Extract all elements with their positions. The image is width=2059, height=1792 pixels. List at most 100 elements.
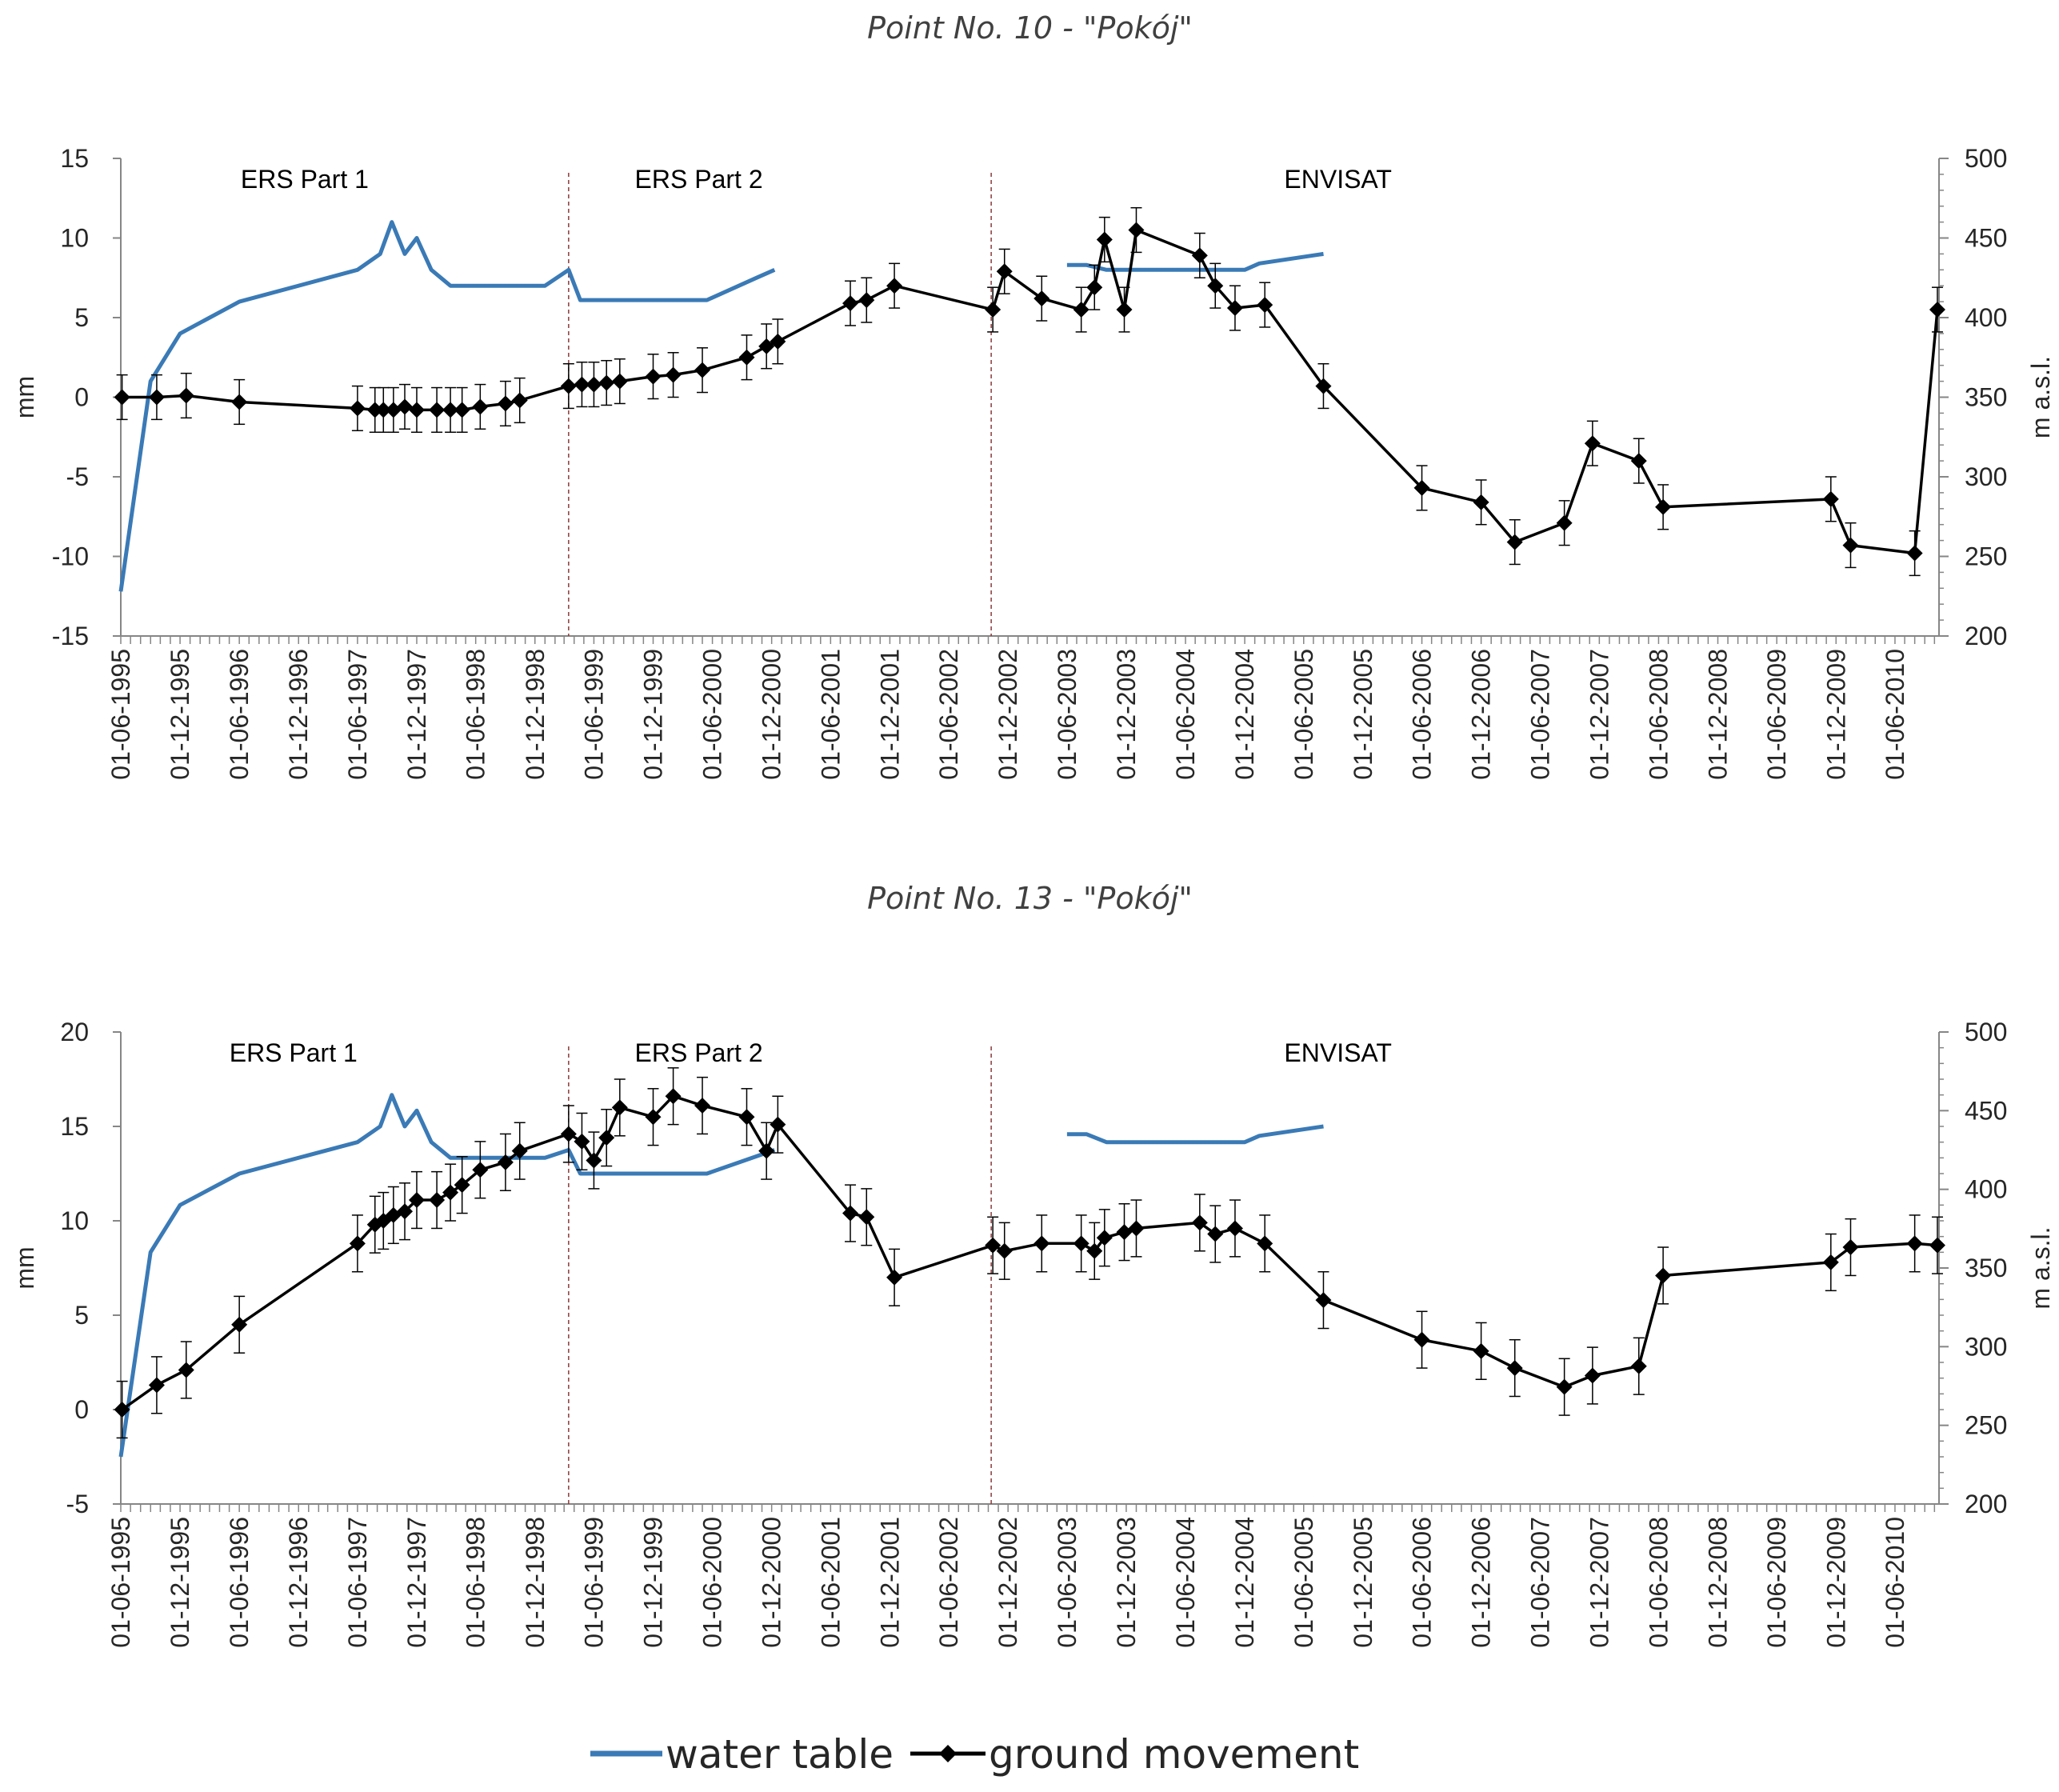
x-tick-label: 01-06-1995 (106, 1517, 135, 1648)
x-tick-label: 01-12-1995 (166, 1517, 194, 1648)
x-tick-label: 01-06-2009 (1762, 1517, 1791, 1648)
chart-title: Point No. 10 - "Pokój" (867, 10, 1193, 46)
period-label: ERS Part 2 (635, 165, 763, 194)
ground-movement-point (1086, 1242, 1103, 1259)
ground-movement-point (1655, 498, 1672, 515)
x-tick-label: 01-06-1996 (225, 1517, 254, 1648)
ground-movement-point (1315, 378, 1332, 394)
ground-movement-point (1073, 302, 1089, 318)
ground-movement-point (1073, 1235, 1089, 1252)
x-tick-label: 01-06-2003 (1053, 649, 1081, 780)
y-axis-title-right: m a.s.l. (2026, 1226, 2055, 1309)
ground-movement-point (645, 1109, 662, 1126)
x-tick-label: 01-06-2002 (934, 1517, 963, 1648)
ground-movement-point (1842, 1239, 1859, 1256)
ground-movement-point (1506, 534, 1523, 550)
ground-movement-point (349, 400, 366, 417)
y-tick-label-right: 350 (1965, 1254, 2007, 1282)
x-tick-label: 01-12-2007 (1585, 649, 1613, 780)
ground-movement-point (1226, 1220, 1243, 1237)
y-tick-label-left: 5 (74, 303, 89, 332)
x-tick-label: 01-12-2007 (1585, 1517, 1613, 1648)
ground-movement-point (996, 1242, 1013, 1259)
y-axis-title-left: mm (10, 376, 39, 418)
ground-movement-point (375, 402, 392, 418)
ground-movement-point (1116, 1224, 1133, 1241)
ground-movement-point (586, 1152, 602, 1169)
ground-movement-point (738, 349, 755, 366)
y-axis-title-left: mm (10, 1246, 39, 1289)
ground-movement-point (665, 1088, 682, 1105)
ground-movement-line (121, 1094, 1938, 1411)
ground-movement-point (349, 1235, 366, 1252)
period-label: ERS Part 1 (241, 165, 369, 194)
y-tick-label-left: 10 (60, 1206, 89, 1235)
x-tick-label: 01-06-2006 (1408, 649, 1437, 780)
x-tick-label: 01-06-2003 (1053, 1517, 1081, 1648)
period-label: ERS Part 2 (635, 1038, 763, 1067)
ground-movement-point (694, 1098, 711, 1114)
x-tick-label: 01-12-2006 (1467, 1517, 1496, 1648)
y-tick-label-left: 20 (60, 1018, 89, 1046)
x-tick-label: 01-06-2000 (698, 1517, 727, 1648)
x-tick-label: 01-06-2008 (1644, 1517, 1673, 1648)
ground-movement-point (574, 1133, 590, 1150)
y-tick-label-right: 200 (1965, 622, 2007, 650)
x-tick-label: 01-12-2004 (1230, 1517, 1259, 1648)
x-tick-label: 01-06-2001 (816, 1517, 845, 1648)
y-tick-label-right: 200 (1965, 1490, 2007, 1518)
y-tick-label-right: 250 (1965, 1411, 2007, 1440)
ground-movement-point (1257, 1235, 1273, 1252)
legend-ground-movement-marker (939, 1745, 957, 1762)
x-tick-label: 01-06-2009 (1762, 649, 1791, 780)
x-tick-label: 01-06-2005 (1289, 1517, 1318, 1648)
ground-movement-point (586, 376, 602, 393)
x-tick-label: 01-06-1997 (343, 649, 372, 780)
x-tick-label: 01-06-2008 (1644, 649, 1673, 780)
x-tick-label: 01-12-2003 (1112, 1517, 1141, 1648)
y-tick-label-right: 350 (1965, 383, 2007, 412)
ground-movement-point (454, 402, 470, 418)
ground-movement-point (1630, 453, 1647, 470)
ground-movement-point (497, 395, 514, 412)
ground-movement-point (1473, 494, 1489, 510)
legend-water-table-label: water table (666, 1731, 894, 1778)
ground-movement-point (1506, 1360, 1523, 1377)
ground-movement-point (1630, 1358, 1647, 1374)
x-tick-label: 01-06-1998 (462, 649, 490, 780)
ground-movement-point (1584, 1367, 1601, 1384)
x-tick-label: 01-06-2004 (1171, 649, 1200, 780)
ground-movement-point (1906, 1235, 1923, 1252)
ground-movement-point (560, 1126, 577, 1142)
chart-point-13: Point No. 13 - "Pokój" 20 15 10 5 0 -5 500 450 40… (10, 881, 2055, 1648)
x-tick-label: 01-06-2007 (1525, 1517, 1554, 1648)
ground-movement-point (1929, 302, 1945, 318)
x-tick-label: 01-12-2008 (1704, 1517, 1733, 1648)
ground-movement-point (574, 376, 590, 393)
y-tick-label-left: 15 (60, 144, 89, 173)
x-tick-label: 01-12-1998 (521, 1517, 550, 1648)
chart-title: Point No. 13 - "Pokój" (867, 881, 1193, 916)
x-tick-label: 01-12-2005 (1349, 1517, 1377, 1648)
y-tick-label-left: -15 (52, 622, 89, 650)
x-tick-label: 01-06-2005 (1289, 649, 1318, 780)
ground-movement-point (1226, 300, 1243, 317)
y-tick-label-left: -5 (66, 1490, 89, 1518)
ground-movement-point (1556, 514, 1573, 531)
ground-movement-point (645, 368, 662, 385)
y-axis-title-right: m a.s.l. (2026, 356, 2055, 438)
ground-movement-point (148, 1377, 165, 1394)
ground-movement-point (598, 1130, 615, 1146)
x-tick-label: 01-06-1998 (462, 1517, 490, 1648)
chart-point-10: Point No. 10 - "Pokój" 15 10 5 0 -5 -10 -15 500 4… (10, 10, 2055, 780)
y-tick-label-right: 300 (1965, 462, 2007, 491)
ground-movement-point (1191, 247, 1208, 264)
x-tick-label: 01-06-1996 (225, 649, 254, 780)
ground-movement-point (1207, 1226, 1224, 1242)
x-tick-label: 01-06-1999 (579, 649, 608, 780)
ground-movement-point (1086, 279, 1103, 296)
x-tick-label: 01-06-1995 (106, 649, 135, 780)
y-tick-label-left: 0 (74, 383, 89, 412)
x-tick-label: 01-12-1998 (521, 649, 550, 780)
